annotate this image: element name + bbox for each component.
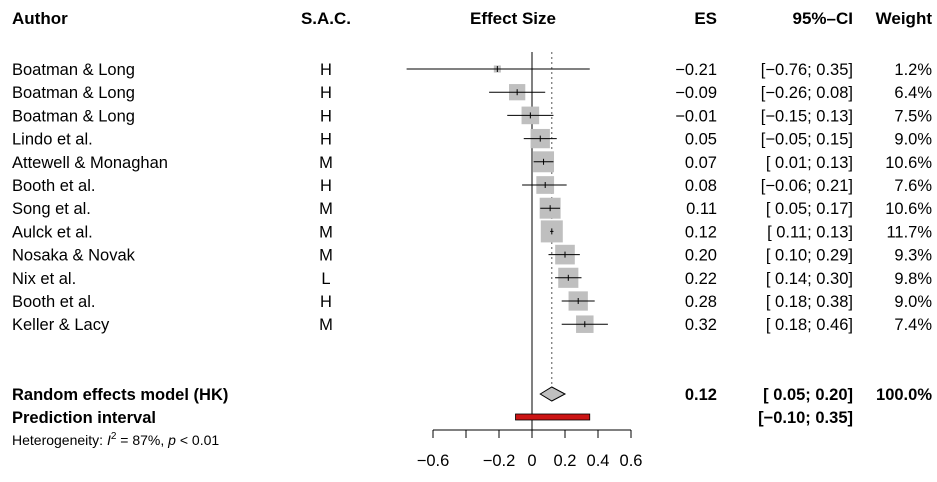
study-author: Lindo et al. [12,131,93,149]
study-author: Song et al. [12,200,91,218]
study-ci: [ 0.01; 0.13] [766,154,853,172]
x-axis-tick-label: 0.6 [620,452,643,470]
study-ci: [−0.26; 0.08] [761,84,853,102]
study-author: Nosaka & Novak [12,247,136,265]
x-axis-tick-label: 0.2 [554,452,577,470]
study-es: 0.11 [686,200,717,218]
study-author: Boatman & Long [12,84,135,102]
study-ci: [−0.15; 0.13] [761,107,853,125]
x-axis-tick-label: 0 [527,452,536,470]
study-es: 0.28 [685,293,717,311]
study-es: −0.21 [675,61,717,79]
study-ci: [ 0.05; 0.17] [766,200,853,218]
study-weight: 10.6% [885,200,932,218]
random-effects-label: Random effects model (HK) [12,386,228,404]
study-sac: H [320,131,332,149]
study-sac: H [320,177,332,195]
study-es: −0.01 [675,107,717,125]
x-axis-tick-label: −0.2 [483,452,516,470]
study-weight: 7.6% [894,177,932,195]
study-weight: 6.4% [894,84,932,102]
study-ci: [ 0.10; 0.29] [766,247,853,265]
header-sac: S.A.C. [301,9,351,28]
random-effects-diamond [539,386,567,402]
header-author: Author [12,9,68,28]
study-author: Nix et al. [12,270,76,288]
prediction-interval-label: Prediction interval [12,409,156,427]
study-ci: [−0.06; 0.21] [761,177,853,195]
study-es: 0.22 [685,270,717,288]
study-sac: M [319,316,333,334]
study-author: Boatman & Long [12,61,135,79]
random-effects-es: 0.12 [685,386,717,404]
study-weight: 11.7% [886,223,932,241]
study-sac: M [319,247,333,265]
study-es: 0.05 [685,131,717,149]
study-ci: [ 0.18; 0.38] [766,293,853,311]
prediction-interval-ci: [−0.10; 0.35] [758,409,853,427]
heterogeneity-text: Heterogeneity: I2 = 87%, p < 0.01 [12,431,219,448]
study-es: 0.07 [685,154,717,172]
study-es: −0.09 [675,84,717,102]
random-effects-ci: [ 0.05; 0.20] [763,386,853,404]
study-author: Boatman & Long [12,107,135,125]
study-sac: M [319,154,333,172]
random-effects-weight: 100.0% [876,386,932,404]
study-ci: [ 0.18; 0.46] [766,316,853,334]
study-sac: H [320,293,332,311]
study-es: 0.12 [685,223,717,241]
study-ci: [ 0.14; 0.30] [766,270,853,288]
study-sac: H [320,107,332,125]
study-author: Keller & Lacy [12,316,110,334]
study-author: Booth et al. [12,177,95,195]
study-author: Aulck et al. [12,223,93,241]
study-author: Booth et al. [12,293,95,311]
header-weight: Weight [876,9,933,28]
study-weight: 10.6% [885,154,932,172]
study-es: 0.32 [685,316,717,334]
study-weight: 9.3% [894,247,932,265]
study-sac: M [319,200,333,218]
header-es: ES [694,9,717,28]
study-es: 0.08 [685,177,717,195]
x-axis-tick-label: 0.4 [587,452,610,470]
plot-marks: −0.6 −0.2 0 0.2 0.4 0.6 [406,52,643,470]
study-weight: 7.4% [894,316,932,334]
header-ci: 95%–CI [793,9,853,28]
study-weight: 9.8% [894,270,932,288]
study-weight: 1.2% [894,61,932,79]
x-axis-tick-label: −0.6 [417,452,450,470]
study-ci: [−0.76; 0.35] [761,61,853,79]
study-ci: [−0.05; 0.15] [761,131,853,149]
study-author: Attewell & Monaghan [12,154,168,172]
study-sac: H [320,84,332,102]
study-weight: 9.0% [894,293,932,311]
prediction-interval-bar [515,413,591,421]
study-weight: 7.5% [894,107,932,125]
study-sac: L [321,270,330,288]
study-es: 0.20 [685,247,717,265]
header-effect-size: Effect Size [470,9,556,28]
study-sac: H [320,61,332,79]
study-rows: Boatman & Long H −0.21 [−0.76; 0.35] 1.2% Boa… [12,61,932,334]
study-sac: M [319,223,333,241]
study-ci: [ 0.11; 0.13] [767,223,853,241]
study-weight: 9.0% [894,131,932,149]
